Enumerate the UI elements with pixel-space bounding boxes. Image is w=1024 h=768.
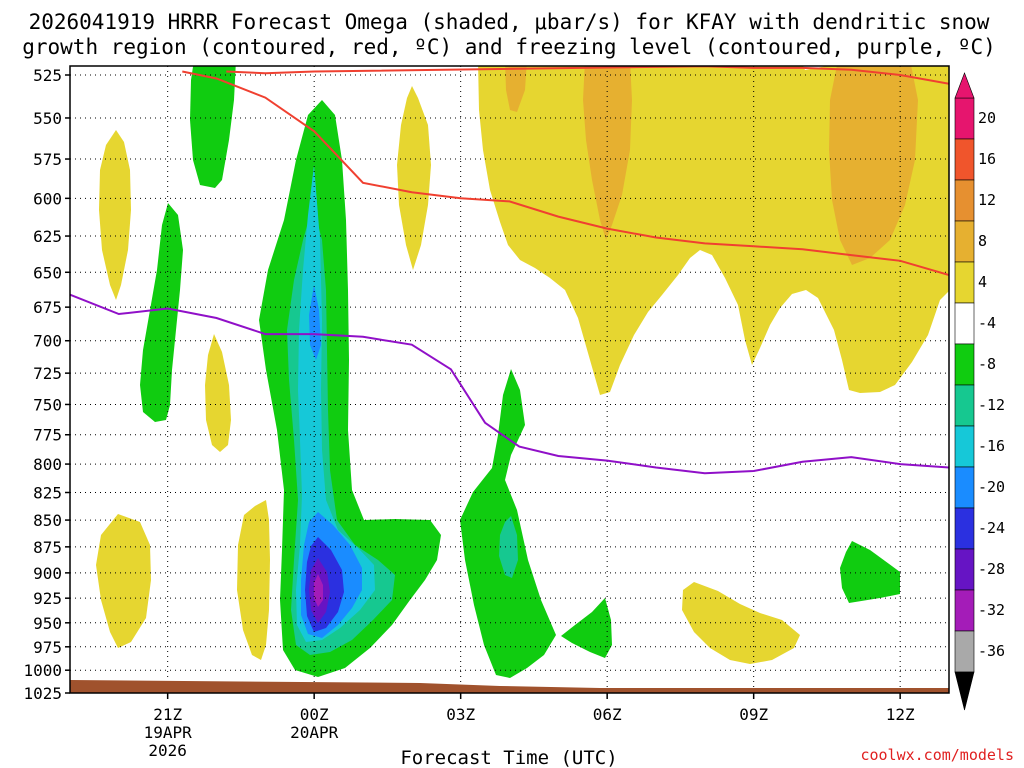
y-tick-label: 575 xyxy=(33,150,62,169)
colorbar-label: -16 xyxy=(978,437,1005,455)
x-tick-label: 12Z xyxy=(886,705,915,724)
chart-title-line1: 2026041919 HRRR Forecast Omega (shaded, … xyxy=(29,10,990,34)
y-tick-label: 950 xyxy=(33,614,62,633)
colorbar-segment xyxy=(954,384,975,427)
x-axis-label: Forecast Time (UTC) xyxy=(400,747,617,768)
y-tick-label: 800 xyxy=(33,455,62,474)
y-tick-label: 600 xyxy=(33,189,62,208)
y-tick-label: 850 xyxy=(33,511,62,530)
colorbar-segment xyxy=(954,343,975,386)
y-tick-label: 825 xyxy=(33,483,62,502)
dendritic-growth-upper-contour xyxy=(182,70,949,277)
omega-rising-moderate xyxy=(499,516,518,578)
colorbar-segment xyxy=(954,261,975,304)
chart-title-line2: growth region (contoured, red, ºC) and f… xyxy=(22,35,996,59)
colorbar-segment xyxy=(954,179,975,222)
y-tick-label: 925 xyxy=(33,589,62,608)
dendritic-growth-lower-contour xyxy=(226,66,949,85)
y-tick-label: 625 xyxy=(33,227,62,246)
omega-shading xyxy=(96,66,949,678)
colorbar-label: 16 xyxy=(978,150,996,168)
omega-blob xyxy=(237,500,270,660)
y-tick-label: 550 xyxy=(33,109,62,128)
colorbar-segment xyxy=(954,97,975,140)
ground-surface xyxy=(70,680,949,693)
colorbar-segment xyxy=(954,425,975,468)
x-tick-label: 03Z xyxy=(446,705,475,724)
colorbar-label: -4 xyxy=(978,314,996,332)
credit-text: coolwx.com/models xyxy=(860,746,1014,764)
colorbar-segment xyxy=(954,302,975,345)
colorbar-segment xyxy=(954,220,975,263)
omega-rising-region xyxy=(561,598,612,658)
colorbar-max-arrow xyxy=(954,72,975,99)
colorbar-label: 8 xyxy=(978,232,987,250)
colorbar-label: 4 xyxy=(978,273,987,291)
omega-rising-region xyxy=(840,541,900,603)
y-tick-label: 650 xyxy=(33,263,62,282)
omega-rising-very-strong xyxy=(309,285,321,360)
colorbar-segment xyxy=(954,466,975,509)
colorbar: 20 16 12 8 4 -4 -8 -12 -16 -20 -24 -28 -32 -36 xyxy=(954,72,1005,711)
y-tick-label: 1000 xyxy=(23,661,62,680)
omega-blob xyxy=(205,334,231,452)
y-tick-label: 750 xyxy=(33,395,62,414)
omega-updraft-core-inner xyxy=(314,574,323,607)
colorbar-segment xyxy=(954,507,975,550)
omega-blob xyxy=(682,582,800,664)
freezing-level-contour xyxy=(70,293,949,475)
plot-frame xyxy=(69,65,950,694)
y-axis: 525 550 575 600 625 650 675 700 725 750 775 800 825 8… xyxy=(23,66,70,703)
x-tick-label: 20APR xyxy=(290,723,339,742)
y-tick-label: 875 xyxy=(33,538,62,557)
y-tick-label: 725 xyxy=(33,364,62,383)
y-tick-label: 700 xyxy=(33,332,62,351)
colorbar-label: -24 xyxy=(978,519,1005,537)
colorbar-label: 12 xyxy=(978,191,996,209)
y-tick-label: 1025 xyxy=(23,684,62,703)
y-tick-label: 525 xyxy=(33,66,62,85)
x-tick-label: 00Z xyxy=(300,705,329,724)
x-tick-label: 19APR xyxy=(144,723,193,742)
colorbar-segment xyxy=(954,630,975,673)
colorbar-label: -20 xyxy=(978,478,1005,496)
omega-sinking-max-a xyxy=(583,66,632,240)
x-tick-label: 06Z xyxy=(593,705,622,724)
colorbar-label: -36 xyxy=(978,642,1005,660)
omega-rising-region xyxy=(190,66,236,188)
omega-blob xyxy=(397,86,431,270)
omega-rising-region xyxy=(140,203,183,422)
colorbar-label: -28 xyxy=(978,560,1005,578)
y-tick-label: 900 xyxy=(33,564,62,583)
omega-sinking-max-c xyxy=(505,66,527,112)
colorbar-label: -8 xyxy=(978,355,996,373)
y-tick-label: 675 xyxy=(33,298,62,317)
colorbar-label: 20 xyxy=(978,109,996,127)
omega-sinking-max-b xyxy=(829,66,918,265)
colorbar-min-arrow xyxy=(954,671,975,711)
y-tick-label: 775 xyxy=(33,426,62,445)
x-tick-label: 2026 xyxy=(148,741,187,760)
omega-blob xyxy=(96,514,151,648)
omega-blob xyxy=(99,130,131,300)
x-tick-label: 09Z xyxy=(739,705,768,724)
colorbar-label: -32 xyxy=(978,601,1005,619)
colorbar-segment xyxy=(954,589,975,632)
colorbar-segment xyxy=(954,138,975,181)
x-tick-label: 21Z xyxy=(153,705,182,724)
y-tick-label: 975 xyxy=(33,638,62,657)
colorbar-label: -12 xyxy=(978,396,1005,414)
colorbar-segment xyxy=(954,548,975,591)
